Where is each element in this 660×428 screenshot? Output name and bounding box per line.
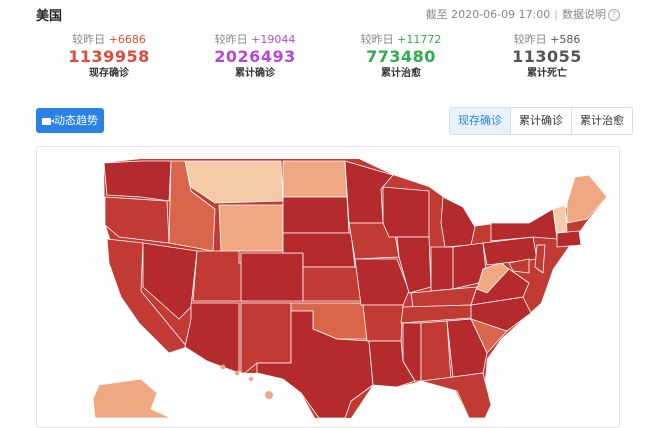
delta-label: 较昨日 bbox=[72, 33, 106, 46]
stat-label: 累计死亡 bbox=[527, 68, 567, 79]
usa-choropleth-map[interactable] bbox=[37, 147, 619, 427]
state-kansas[interactable] bbox=[302, 266, 362, 302]
stat-total-deaths: 较昨日 +586 113055 累计死亡 bbox=[474, 32, 620, 86]
state-vermont-nh[interactable] bbox=[552, 204, 568, 234]
state-arkansas[interactable] bbox=[362, 304, 404, 342]
state-indiana[interactable] bbox=[430, 246, 454, 292]
state-massachusetts-ct[interactable] bbox=[556, 230, 582, 248]
stat-label: 累计确诊 bbox=[235, 68, 275, 79]
delta-value: +19044 bbox=[251, 33, 296, 46]
state-maine[interactable] bbox=[566, 174, 608, 224]
stat-label: 累计治愈 bbox=[381, 68, 421, 79]
header: 美国 截至 2020-06-09 17:00 | 数据说明? bbox=[0, 0, 660, 28]
state-maryland[interactable] bbox=[508, 258, 530, 274]
stat-total-recovered: 较昨日 +11772 773480 累计治愈 bbox=[328, 32, 474, 86]
state-wyoming[interactable] bbox=[218, 204, 284, 252]
state-montana[interactable] bbox=[184, 160, 284, 204]
state-mississippi[interactable] bbox=[402, 322, 422, 382]
state-south-dakota[interactable] bbox=[282, 196, 350, 234]
stat-delta-row: 较昨日 +586 bbox=[474, 32, 620, 47]
stat-value: 113055 bbox=[512, 47, 582, 66]
state-washington[interactable] bbox=[103, 160, 172, 202]
tab-total-confirmed[interactable]: 累计确诊 bbox=[510, 108, 571, 134]
stat-delta-row: 较昨日 +11772 bbox=[328, 32, 474, 47]
hawaii-island bbox=[234, 370, 240, 376]
state-hawaii[interactable] bbox=[220, 364, 273, 399]
state-colorado[interactable] bbox=[240, 252, 304, 302]
stat-delta-row: 较昨日 +6686 bbox=[36, 32, 182, 47]
state-alaska[interactable] bbox=[92, 378, 172, 419]
video-camera-icon bbox=[42, 118, 54, 125]
update-meta: 截至 2020-06-09 17:00 | 数据说明? bbox=[426, 6, 620, 22]
stat-value: 773480 bbox=[366, 47, 436, 66]
meta-divider: | bbox=[554, 8, 558, 21]
trend-button[interactable]: 动态趋势 bbox=[36, 108, 104, 133]
stat-value: 1139958 bbox=[68, 47, 150, 66]
metric-tabs: 现存确诊 累计确诊 累计治愈 bbox=[449, 107, 633, 135]
state-arizona[interactable] bbox=[184, 302, 240, 374]
tab-current-confirmed[interactable]: 现存确诊 bbox=[450, 108, 510, 134]
state-illinois[interactable] bbox=[396, 236, 432, 294]
state-new-york[interactable] bbox=[490, 208, 558, 242]
state-wisconsin[interactable] bbox=[382, 186, 430, 238]
data-note-link[interactable]: 数据说明 bbox=[562, 8, 606, 21]
help-icon[interactable]: ? bbox=[608, 9, 620, 21]
stat-label: 现存确诊 bbox=[89, 68, 129, 79]
state-north-dakota[interactable] bbox=[282, 160, 348, 198]
stat-delta-row: 较昨日 +19044 bbox=[182, 32, 328, 47]
stats-summary: 较昨日 +6686 1139958 现存确诊 较昨日 +19044 202649… bbox=[36, 32, 620, 86]
state-oregon[interactable] bbox=[104, 196, 170, 244]
delta-label: 较昨日 bbox=[214, 33, 248, 46]
tab-total-recovered[interactable]: 累计治愈 bbox=[571, 108, 632, 134]
stat-total-confirmed: 较昨日 +19044 2026493 累计确诊 bbox=[182, 32, 328, 86]
hawaii-island bbox=[220, 364, 226, 370]
delta-value: +586 bbox=[550, 33, 581, 46]
delta-value: +6686 bbox=[108, 33, 146, 46]
usa-map-panel bbox=[36, 146, 620, 428]
state-nevada[interactable] bbox=[142, 242, 198, 320]
state-missouri[interactable] bbox=[354, 258, 410, 306]
delta-value: +11772 bbox=[397, 33, 442, 46]
delta-label: 较昨日 bbox=[513, 33, 547, 46]
stat-value: 2026493 bbox=[214, 47, 296, 66]
hawaii-island bbox=[265, 391, 273, 399]
country-title: 美国 bbox=[36, 9, 63, 24]
stat-current-confirmed: 较昨日 +6686 1139958 现存确诊 bbox=[36, 32, 182, 86]
state-florida[interactable] bbox=[420, 372, 492, 419]
state-michigan[interactable] bbox=[440, 196, 476, 248]
state-minnesota[interactable] bbox=[344, 160, 394, 224]
delta-label: 较昨日 bbox=[360, 33, 394, 46]
hawaii-island bbox=[248, 376, 254, 382]
trend-button-label: 动态趋势 bbox=[54, 114, 98, 127]
state-alabama[interactable] bbox=[420, 320, 452, 382]
state-new-jersey[interactable] bbox=[534, 244, 546, 274]
as-of-timestamp: 截至 2020-06-09 17:00 bbox=[425, 8, 551, 21]
state-georgia[interactable] bbox=[446, 318, 488, 378]
state-california[interactable] bbox=[106, 238, 188, 354]
state-new-mexico[interactable] bbox=[240, 302, 292, 374]
